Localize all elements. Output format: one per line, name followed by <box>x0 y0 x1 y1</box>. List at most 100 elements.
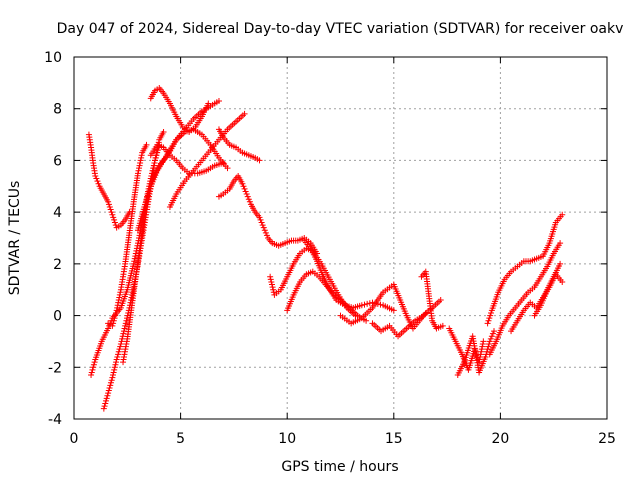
data-point <box>366 300 373 307</box>
data-point <box>479 343 486 350</box>
data-point <box>485 317 492 324</box>
data-point <box>137 157 144 164</box>
data-point <box>111 219 118 226</box>
data-point <box>224 165 231 172</box>
data-point <box>121 325 128 332</box>
data-point <box>117 289 124 296</box>
x-tick-label: 25 <box>598 431 616 447</box>
data-point <box>113 307 120 314</box>
data-point <box>244 193 251 200</box>
data-point <box>152 157 159 164</box>
data-point <box>108 377 115 384</box>
data-point <box>489 330 496 337</box>
data-point <box>94 178 101 185</box>
data-point <box>361 301 368 308</box>
data-point <box>480 338 487 345</box>
data-point <box>115 348 122 355</box>
y-tick-label: 6 <box>53 153 62 169</box>
x-tick-label: 0 <box>70 431 79 447</box>
data-point <box>92 172 99 179</box>
data-point <box>113 359 120 366</box>
data-point <box>270 289 277 296</box>
data-point <box>479 341 486 348</box>
data-point <box>491 328 498 335</box>
data-point <box>93 175 100 182</box>
data-point <box>243 191 250 198</box>
data-point <box>106 384 113 391</box>
data-point <box>112 222 119 229</box>
y-tick-label: -4 <box>48 412 62 428</box>
data-point <box>88 372 95 379</box>
data-point <box>154 147 161 154</box>
data-point <box>105 387 112 394</box>
data-point <box>486 315 493 322</box>
data-point <box>241 185 248 192</box>
data-point <box>153 149 160 156</box>
data-point <box>141 214 148 221</box>
data-point <box>109 374 116 381</box>
data-point <box>160 128 167 135</box>
data-point <box>110 214 117 221</box>
data-point <box>110 317 117 324</box>
data-point <box>364 300 371 307</box>
y-tick-label: 8 <box>53 102 62 118</box>
data-point <box>119 335 126 342</box>
data-point <box>257 216 264 223</box>
data-point <box>143 141 150 148</box>
y-tick-label: 10 <box>44 50 62 66</box>
data-point <box>220 160 227 167</box>
data-point <box>256 157 263 164</box>
chart-title: Day 047 of 2024, Sidereal Day-to-day VTE… <box>57 21 624 37</box>
data-point <box>117 343 124 350</box>
data-point <box>100 405 107 412</box>
data-point <box>109 372 116 379</box>
data-point <box>117 341 124 348</box>
data-point <box>114 353 121 360</box>
plot-frame <box>73 56 608 420</box>
data-point <box>88 369 95 376</box>
data-point <box>105 201 112 208</box>
y-tick-label: 2 <box>53 257 62 273</box>
data-point <box>263 232 270 239</box>
data-point <box>138 152 145 159</box>
data-point <box>107 379 114 386</box>
data-point <box>369 299 376 306</box>
data-point <box>242 188 249 195</box>
data-point <box>478 346 485 353</box>
data-point <box>123 317 130 324</box>
data-point <box>108 209 115 216</box>
data-point <box>484 320 491 327</box>
data-point <box>111 366 118 373</box>
data-point <box>487 312 494 319</box>
data-point <box>262 229 269 236</box>
data-point <box>122 322 129 329</box>
data-point <box>488 309 495 316</box>
x-tick-label: 5 <box>176 431 185 447</box>
data-point <box>477 351 484 358</box>
data-point <box>107 382 114 389</box>
data-point <box>205 100 212 107</box>
data-point <box>486 338 493 345</box>
data-point <box>363 317 370 324</box>
data-point <box>152 154 159 161</box>
data-point <box>120 328 127 335</box>
data-point <box>439 322 446 329</box>
data-point <box>138 154 145 161</box>
data-point <box>104 392 111 399</box>
data-point <box>484 346 491 353</box>
data-point <box>114 304 121 311</box>
data-point <box>115 299 122 306</box>
data-point <box>122 320 129 327</box>
data-point <box>95 180 102 187</box>
data-point <box>136 162 143 169</box>
y-tick-label: 0 <box>53 309 62 325</box>
data-point <box>111 315 118 322</box>
data-point <box>239 180 246 187</box>
data-point <box>134 170 141 177</box>
data-point <box>115 351 122 358</box>
data-point <box>557 260 564 267</box>
data-point <box>109 322 116 329</box>
x-tick-label: 20 <box>491 431 509 447</box>
data-point <box>260 224 267 231</box>
data-point <box>111 364 118 371</box>
